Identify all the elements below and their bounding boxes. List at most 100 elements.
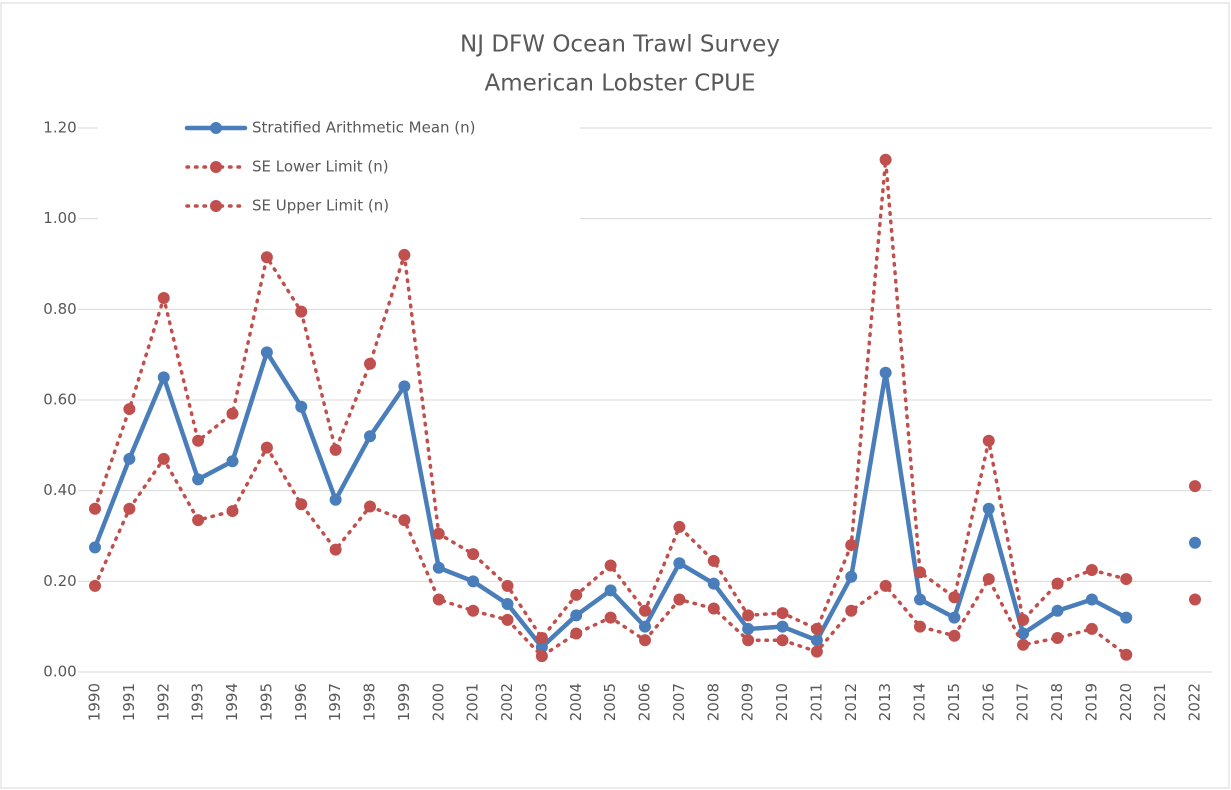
data-point xyxy=(879,579,892,592)
x-tick-label: 2011 xyxy=(807,683,825,721)
x-tick-label: 1992 xyxy=(154,683,172,721)
data-point xyxy=(742,634,755,647)
data-point xyxy=(776,607,789,620)
data-point xyxy=(948,629,961,642)
data-point xyxy=(432,527,445,540)
data-point xyxy=(879,366,892,379)
data-point xyxy=(364,430,376,443)
data-point xyxy=(604,611,617,624)
data-point xyxy=(1085,593,1098,606)
x-tick-label: 1996 xyxy=(292,683,310,721)
y-tick-label: 0.00 xyxy=(43,663,76,681)
data-point xyxy=(89,579,101,592)
legend-background xyxy=(98,110,580,225)
data-point xyxy=(157,292,170,304)
data-point xyxy=(673,593,686,606)
data-point xyxy=(639,634,651,647)
data-point xyxy=(535,632,548,644)
data-point xyxy=(398,248,411,261)
data-point xyxy=(742,609,755,622)
y-tick-label: 1.20 xyxy=(43,119,76,137)
x-tick-label: 2006 xyxy=(636,683,654,721)
data-point xyxy=(982,502,995,515)
y-tick-label: 0.20 xyxy=(43,572,76,590)
y-tick-label: 1.00 xyxy=(43,209,76,227)
x-tick-label: 1997 xyxy=(326,683,344,721)
data-point xyxy=(535,641,548,654)
data-point xyxy=(810,634,823,647)
data-point xyxy=(948,591,961,604)
data-point xyxy=(329,493,342,506)
legend-marker xyxy=(210,161,222,173)
data-point xyxy=(1120,573,1133,586)
x-tick-label: 2015 xyxy=(945,683,963,721)
data-point xyxy=(89,502,101,515)
data-point xyxy=(432,593,445,606)
data-point xyxy=(192,473,205,486)
data-point xyxy=(914,620,926,633)
x-tick-label: 2003 xyxy=(532,683,550,721)
x-tick-label: 1990 xyxy=(86,683,104,721)
data-point xyxy=(845,539,858,552)
x-tick-label: 2013 xyxy=(876,683,894,721)
legend-label: Stratified Arithmetic Mean (n) xyxy=(252,119,476,137)
data-point xyxy=(535,650,548,663)
x-tick-label: 2019 xyxy=(1082,683,1100,721)
data-point xyxy=(226,505,239,518)
x-tick-label: 2002 xyxy=(498,683,516,721)
x-tick-label: 2010 xyxy=(773,683,791,721)
x-tick-label: 2001 xyxy=(464,683,482,721)
chart-title: NJ DFW Ocean Trawl Survey xyxy=(460,32,780,58)
data-point xyxy=(982,434,995,447)
data-point xyxy=(157,371,170,384)
data-point xyxy=(260,441,273,454)
data-point xyxy=(295,498,308,511)
data-point xyxy=(845,604,858,617)
x-tick-label: 2009 xyxy=(739,683,757,721)
legend-label: SE Upper Limit (n) xyxy=(252,197,389,215)
x-tick-label: 2007 xyxy=(670,683,688,721)
x-tick-label: 2017 xyxy=(1014,683,1032,721)
data-point xyxy=(639,620,651,633)
data-point xyxy=(1051,632,1064,644)
x-tick-label: 1998 xyxy=(361,683,379,721)
data-point xyxy=(1189,593,1201,606)
data-point xyxy=(89,541,101,554)
data-point xyxy=(1051,604,1064,617)
legend-label: SE Lower Limit (n) xyxy=(252,158,389,176)
data-point xyxy=(467,575,480,588)
data-point xyxy=(845,570,858,583)
data-point xyxy=(707,602,720,615)
data-point xyxy=(1120,648,1133,661)
data-point xyxy=(192,514,205,527)
data-point xyxy=(467,604,480,617)
data-point xyxy=(914,566,926,579)
x-tick-label: 2018 xyxy=(1048,683,1066,721)
x-tick-label: 2014 xyxy=(911,683,929,721)
x-tick-label: 1993 xyxy=(189,683,207,721)
data-point xyxy=(467,548,480,561)
y-tick-label: 0.80 xyxy=(43,300,76,318)
legend-marker xyxy=(210,200,222,212)
data-point xyxy=(364,500,376,513)
data-point xyxy=(707,577,720,590)
data-point xyxy=(776,620,789,633)
data-point xyxy=(1017,638,1030,651)
data-point xyxy=(295,400,308,413)
data-point xyxy=(501,613,514,626)
data-point xyxy=(914,593,926,606)
data-point xyxy=(157,452,170,465)
data-point xyxy=(226,407,239,420)
data-point xyxy=(570,627,583,640)
data-point xyxy=(570,588,583,601)
x-tick-label: 2022 xyxy=(1186,683,1204,721)
data-point xyxy=(639,604,651,617)
x-tick-label: 2020 xyxy=(1117,683,1135,721)
data-point xyxy=(673,520,686,533)
data-point xyxy=(742,622,755,635)
x-tick-label: 2008 xyxy=(704,683,722,721)
data-point xyxy=(1120,611,1133,624)
data-point xyxy=(329,543,342,556)
x-tick-label: 1991 xyxy=(120,683,138,721)
